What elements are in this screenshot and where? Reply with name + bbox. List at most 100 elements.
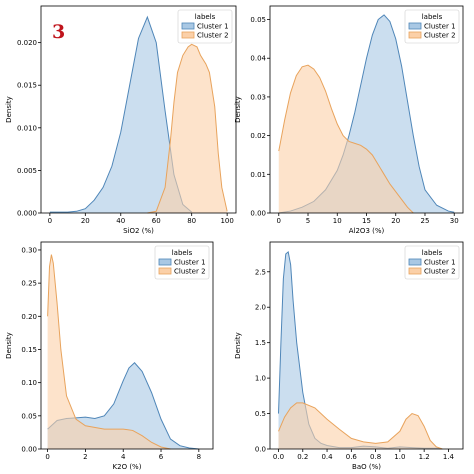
x-tick-label: 80 xyxy=(187,217,196,225)
x-tick-label: 0.8 xyxy=(370,453,381,461)
panel-tag: 3 xyxy=(52,21,65,43)
y-tick-label: 2.0 xyxy=(255,304,266,312)
legend-entry-cluster-1: Cluster 1 xyxy=(174,259,206,267)
legend-entry-cluster-2: Cluster 2 xyxy=(424,32,456,40)
x-tick-label: 0 xyxy=(277,217,281,225)
series-area-cluster-1 xyxy=(278,14,455,214)
series-line-cluster-2 xyxy=(278,402,443,450)
legend-entry-cluster-2: Cluster 2 xyxy=(174,268,206,276)
series-line-cluster-1 xyxy=(49,15,193,213)
legend-entry-cluster-1: Cluster 1 xyxy=(424,23,456,31)
y-tick-label: 2.5 xyxy=(255,268,266,276)
x-tick-label: 60 xyxy=(152,217,161,225)
y-tick-label: 0.25 xyxy=(21,280,37,288)
chart-panel-4: 0.0 0.2 0.4 0.6 0.8 1.0 1.2 1.4 0.0 0.5 1.0 1.5 2.0 2… xyxy=(234,241,464,471)
y-tick-label: 0.02 xyxy=(250,132,266,140)
y-tick-label: 0.01 xyxy=(250,171,266,179)
x-tick-label: 0.6 xyxy=(346,453,358,461)
chart-panel-3: 0 2 4 6 8 0.00 0.05 0.10 0.15 0.20 0.25 0.30 K2O (%)… xyxy=(5,241,214,471)
legend-entry-cluster-2: Cluster 2 xyxy=(197,32,229,40)
legend-entry-cluster-1: Cluster 1 xyxy=(424,259,456,267)
series-line-cluster-2 xyxy=(47,254,171,450)
x-tick-label: 6 xyxy=(159,453,164,461)
legend-entry-cluster-2: Cluster 2 xyxy=(424,268,456,276)
y-tick-label: 0.5 xyxy=(255,410,266,418)
x-tick-label: 25 xyxy=(421,217,430,225)
x-axis-label: BaO (%) xyxy=(352,463,381,471)
y-tick-label: 0.04 xyxy=(250,55,266,63)
chart-panel-1: 0 20 40 60 80 100 0.000 0.005 0.010 0.015 0.020 SiO… xyxy=(5,5,237,235)
x-tick-label: 1.0 xyxy=(394,453,405,461)
y-axis-label: Density xyxy=(234,96,242,123)
x-tick-label: 5 xyxy=(306,217,310,225)
axes-frame xyxy=(269,241,464,450)
x-tick-label: 40 xyxy=(116,217,125,225)
axes-frame xyxy=(40,5,237,214)
legend-title: labels xyxy=(172,249,193,257)
y-tick-label: 0.00 xyxy=(250,210,266,218)
y-tick-label: 0.015 xyxy=(17,82,37,90)
y-tick-label: 0.05 xyxy=(21,412,37,420)
y-axis-label: Density xyxy=(5,332,13,359)
legend-title: labels xyxy=(422,13,443,21)
y-tick-label: 0.30 xyxy=(21,246,37,254)
y-axis-label: Density xyxy=(5,96,13,123)
x-tick-label: 100 xyxy=(220,217,233,225)
x-axis-label: K2O (%) xyxy=(113,463,142,471)
legend-title: labels xyxy=(422,249,443,257)
x-tick-label: 10 xyxy=(333,217,342,225)
y-tick-label: 0.005 xyxy=(17,167,37,175)
x-tick-label: 0.4 xyxy=(321,453,333,461)
series-area-cluster-1 xyxy=(49,17,192,213)
x-tick-label: 30 xyxy=(450,217,459,225)
series-area-cluster-2 xyxy=(278,402,443,449)
x-tick-label: 20 xyxy=(391,217,400,225)
x-tick-label: 20 xyxy=(81,217,90,225)
legend-swatch-cluster-1 xyxy=(408,258,422,266)
legend-swatch-cluster-1 xyxy=(408,22,422,30)
series-line-cluster-2 xyxy=(278,64,414,214)
y-tick-label: 0.020 xyxy=(17,39,37,47)
x-tick-label: 1.2 xyxy=(419,453,430,461)
y-tick-label: 0.05 xyxy=(250,16,266,24)
x-tick-label: 2 xyxy=(83,453,87,461)
legend-swatch-cluster-2 xyxy=(408,267,422,275)
legend-swatch-cluster-1 xyxy=(158,258,172,266)
legend-swatch-cluster-2 xyxy=(408,31,422,39)
y-tick-label: 1.5 xyxy=(255,339,266,347)
legend-swatch-cluster-1 xyxy=(181,22,195,30)
axes-frame xyxy=(40,241,214,450)
legend-entry-cluster-1: Cluster 1 xyxy=(197,23,229,31)
x-axis-label: Al2O3 (%) xyxy=(349,227,385,235)
x-axis-label: SiO2 (%) xyxy=(123,227,154,235)
x-tick-label: 0 xyxy=(48,217,52,225)
chart-panels: 0 20 40 60 80 1000.0000.0050.0100.0150.020SiO… xyxy=(5,5,464,471)
y-tick-label: 0.10 xyxy=(21,379,37,387)
x-tick-label: 0 xyxy=(45,453,49,461)
x-tick-label: 4 xyxy=(121,453,126,461)
y-tick-label: 0.20 xyxy=(21,313,37,321)
y-tick-label: 0.0 xyxy=(255,446,266,454)
y-tick-label: 0.03 xyxy=(250,93,266,101)
y-axis-label: Density xyxy=(234,332,242,359)
x-tick-label: 8 xyxy=(197,453,201,461)
y-tick-label: 0.00 xyxy=(21,446,37,454)
series-line-cluster-2 xyxy=(147,43,228,214)
y-tick-label: 0.15 xyxy=(21,346,37,354)
series-area-cluster-2 xyxy=(47,254,171,449)
legend-swatch-cluster-2 xyxy=(181,31,195,39)
y-tick-label: 1.0 xyxy=(255,375,266,383)
x-tick-label: 1.4 xyxy=(443,453,455,461)
x-tick-label: 0.2 xyxy=(297,453,308,461)
y-tick-label: 0.000 xyxy=(17,210,37,218)
x-tick-label: 15 xyxy=(362,217,371,225)
legend-swatch-cluster-2 xyxy=(158,267,172,275)
y-tick-label: 0.010 xyxy=(17,124,37,132)
x-tick-label: 0.0 xyxy=(273,453,284,461)
chart-panel-2: 0 5 10 15 20 25 30 0.00 0.01 0.02 0.03 0.04 0.05 Al2O… xyxy=(234,5,464,235)
